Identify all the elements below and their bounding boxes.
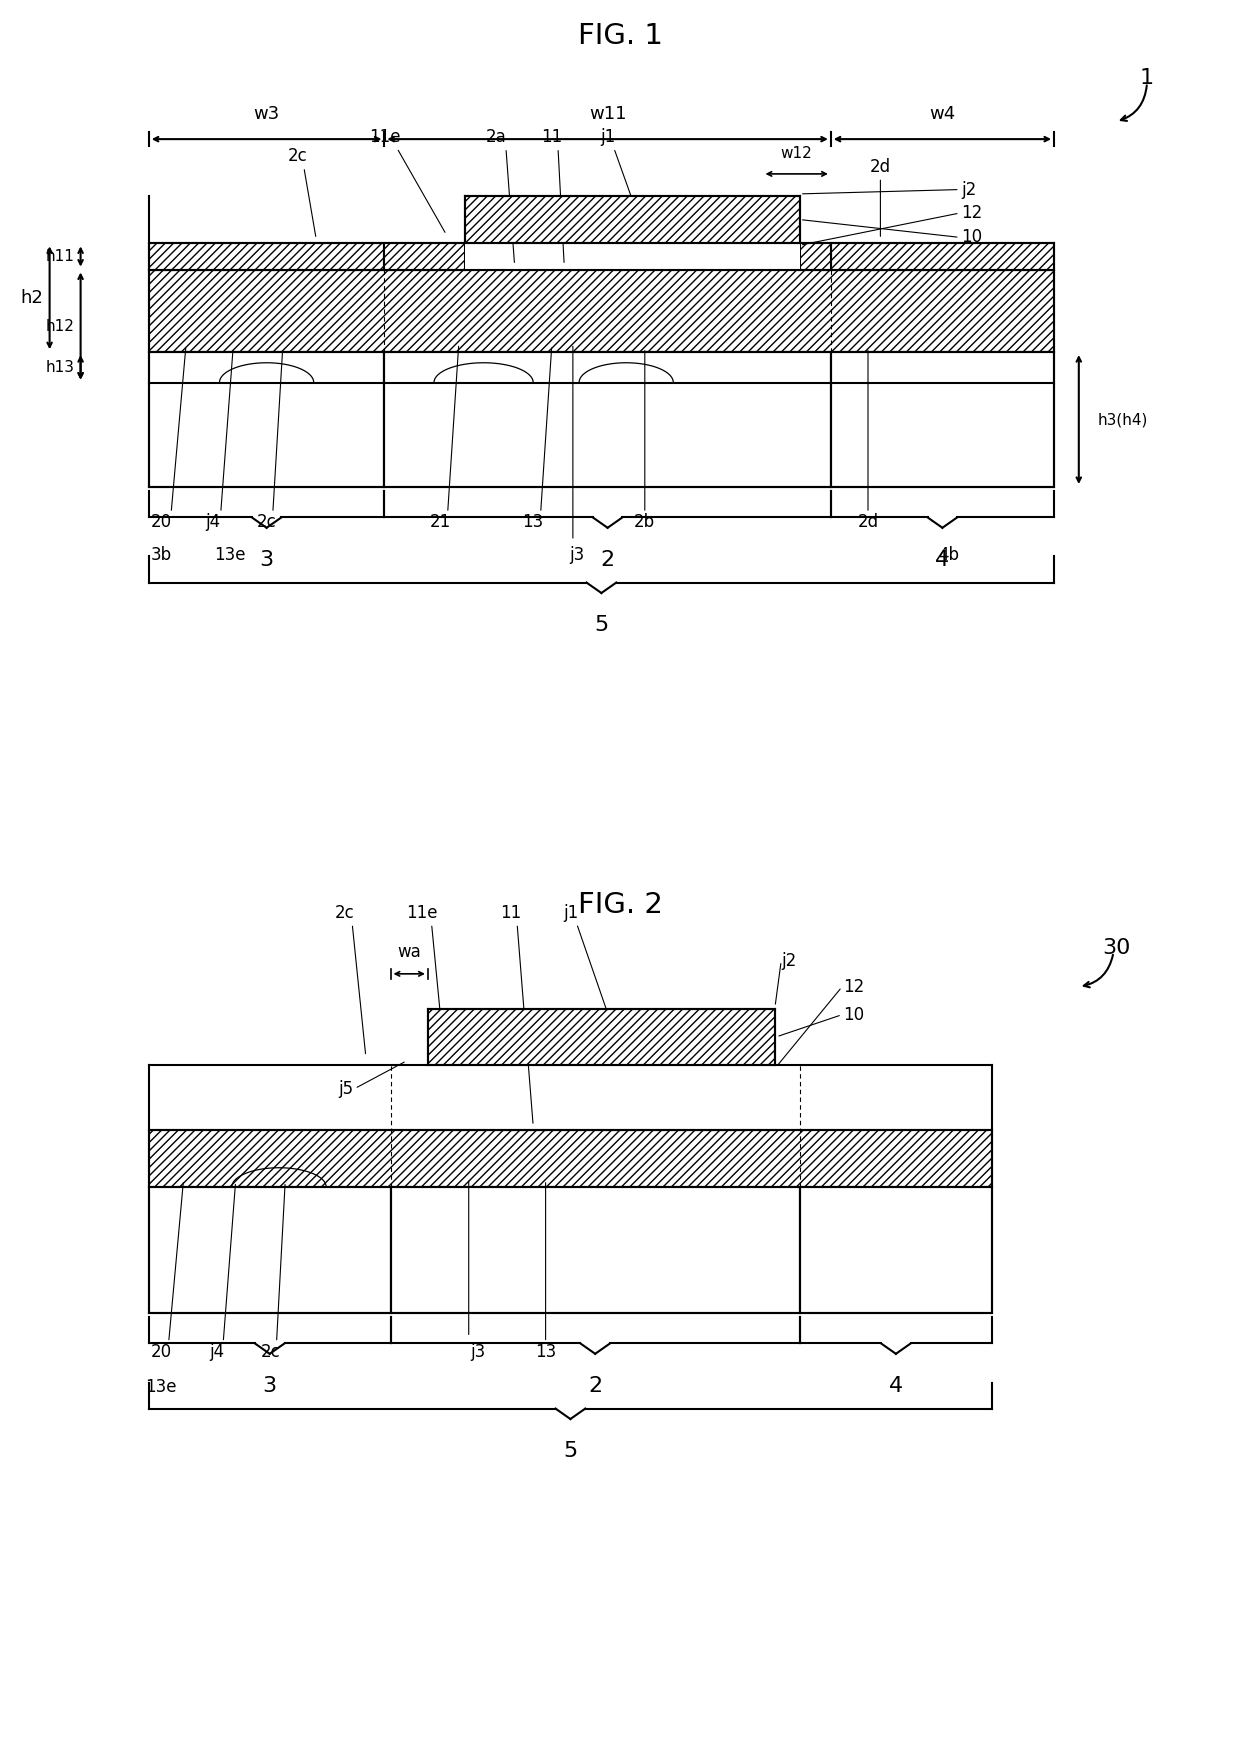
- Text: j3: j3: [569, 546, 584, 563]
- Text: h11: h11: [46, 249, 74, 264]
- Text: 11: 11: [500, 904, 522, 922]
- Bar: [391, 1186, 800, 1313]
- Text: 11: 11: [541, 129, 563, 146]
- Bar: [384, 351, 831, 487]
- Text: j3: j3: [470, 1343, 485, 1360]
- Text: h2: h2: [21, 289, 43, 306]
- Text: j5: j5: [339, 1080, 353, 1097]
- Text: 20: 20: [150, 513, 172, 530]
- Text: h12: h12: [46, 318, 74, 334]
- Text: 5: 5: [563, 1440, 578, 1461]
- Bar: [149, 351, 384, 487]
- Text: 3b: 3b: [150, 546, 172, 563]
- Text: 1: 1: [1140, 68, 1154, 89]
- Text: FIG. 2: FIG. 2: [578, 890, 662, 920]
- Text: 2d: 2d: [857, 513, 879, 530]
- Text: j4: j4: [210, 1343, 224, 1360]
- Text: 20: 20: [150, 1343, 172, 1360]
- Bar: [465, 243, 800, 270]
- Text: 12: 12: [961, 203, 982, 223]
- Text: 13: 13: [522, 513, 544, 530]
- Text: j2: j2: [961, 181, 976, 198]
- Text: 13e: 13e: [213, 546, 246, 563]
- Text: 2c: 2c: [257, 513, 277, 530]
- Text: j1: j1: [600, 129, 615, 146]
- Bar: [465, 197, 800, 243]
- Bar: [428, 1009, 775, 1064]
- Text: j4: j4: [206, 513, 221, 530]
- Bar: [428, 1064, 775, 1130]
- Bar: [800, 1186, 992, 1313]
- Text: FIG. 1: FIG. 1: [578, 23, 662, 50]
- Bar: [149, 243, 384, 270]
- Text: 10: 10: [961, 228, 982, 247]
- Bar: [149, 1186, 391, 1313]
- Bar: [384, 243, 465, 270]
- Text: 10: 10: [843, 1005, 864, 1024]
- Text: 13: 13: [534, 1343, 557, 1360]
- Text: 2b: 2b: [634, 513, 656, 530]
- Text: 2: 2: [600, 550, 615, 570]
- Bar: [831, 243, 1054, 270]
- Bar: [831, 351, 1054, 487]
- Text: 2c: 2c: [335, 904, 355, 922]
- Text: 13e: 13e: [145, 1377, 177, 1396]
- Text: 2c: 2c: [260, 1343, 280, 1360]
- Text: 30: 30: [1102, 937, 1130, 958]
- Text: 4b: 4b: [939, 546, 959, 563]
- Text: 3: 3: [263, 1376, 277, 1396]
- Text: h3(h4): h3(h4): [1097, 412, 1148, 428]
- Text: wa: wa: [397, 943, 422, 960]
- Text: 11e: 11e: [368, 129, 401, 146]
- Text: 21: 21: [429, 513, 451, 530]
- Text: 2a: 2a: [486, 129, 506, 146]
- Bar: [149, 270, 1054, 351]
- Text: 2c: 2c: [288, 148, 308, 165]
- Text: j1: j1: [563, 904, 578, 922]
- Text: 2d: 2d: [869, 158, 892, 176]
- Text: w12: w12: [781, 146, 812, 162]
- Bar: [800, 243, 831, 270]
- Text: w3: w3: [253, 106, 280, 123]
- Text: 12: 12: [843, 977, 864, 996]
- Text: 11e: 11e: [405, 904, 438, 922]
- Text: w11: w11: [589, 106, 626, 123]
- Text: 4: 4: [935, 550, 950, 570]
- Text: 3: 3: [259, 550, 274, 570]
- Text: 4: 4: [889, 1376, 903, 1396]
- Text: 2: 2: [588, 1376, 603, 1396]
- Text: h13: h13: [46, 360, 74, 376]
- Text: w4: w4: [929, 106, 956, 123]
- Text: j2: j2: [781, 951, 796, 970]
- Bar: [149, 1130, 992, 1186]
- Text: 5: 5: [594, 614, 609, 635]
